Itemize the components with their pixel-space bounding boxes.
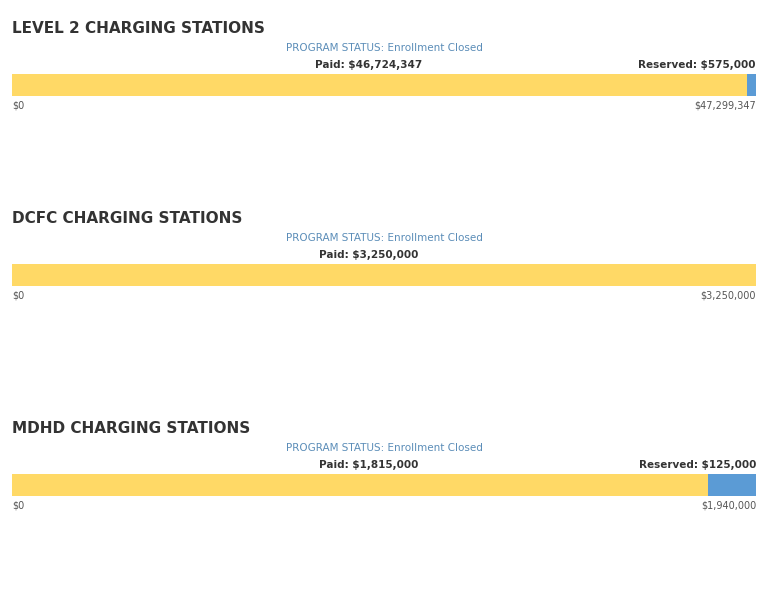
Text: PROGRAM STATUS: Enrollment Closed: PROGRAM STATUS: Enrollment Closed xyxy=(286,43,482,53)
Text: Paid: $1,815,000: Paid: $1,815,000 xyxy=(319,460,419,470)
Text: Paid: $46,724,347: Paid: $46,724,347 xyxy=(315,60,422,70)
Text: Paid: $3,250,000: Paid: $3,250,000 xyxy=(319,250,419,260)
Text: $0: $0 xyxy=(12,100,25,110)
Text: Reserved: $125,000: Reserved: $125,000 xyxy=(639,460,756,470)
Bar xyxy=(12,264,756,286)
Bar xyxy=(708,474,756,496)
Bar xyxy=(12,74,747,96)
Text: MDHD CHARGING STATIONS: MDHD CHARGING STATIONS xyxy=(12,421,250,436)
Text: LEVEL 2 CHARGING STATIONS: LEVEL 2 CHARGING STATIONS xyxy=(12,21,265,36)
Text: Reserved: $575,000: Reserved: $575,000 xyxy=(638,60,756,70)
Text: PROGRAM STATUS: Enrollment Closed: PROGRAM STATUS: Enrollment Closed xyxy=(286,233,482,243)
Bar xyxy=(747,74,756,96)
Text: $47,299,347: $47,299,347 xyxy=(694,100,756,110)
Text: DCFC CHARGING STATIONS: DCFC CHARGING STATIONS xyxy=(12,211,243,226)
Text: $0: $0 xyxy=(12,500,25,510)
Text: $0: $0 xyxy=(12,290,25,300)
Bar xyxy=(12,474,708,496)
Text: PROGRAM STATUS: Enrollment Closed: PROGRAM STATUS: Enrollment Closed xyxy=(286,443,482,453)
Text: $1,940,000: $1,940,000 xyxy=(700,500,756,510)
Text: $3,250,000: $3,250,000 xyxy=(700,290,756,300)
